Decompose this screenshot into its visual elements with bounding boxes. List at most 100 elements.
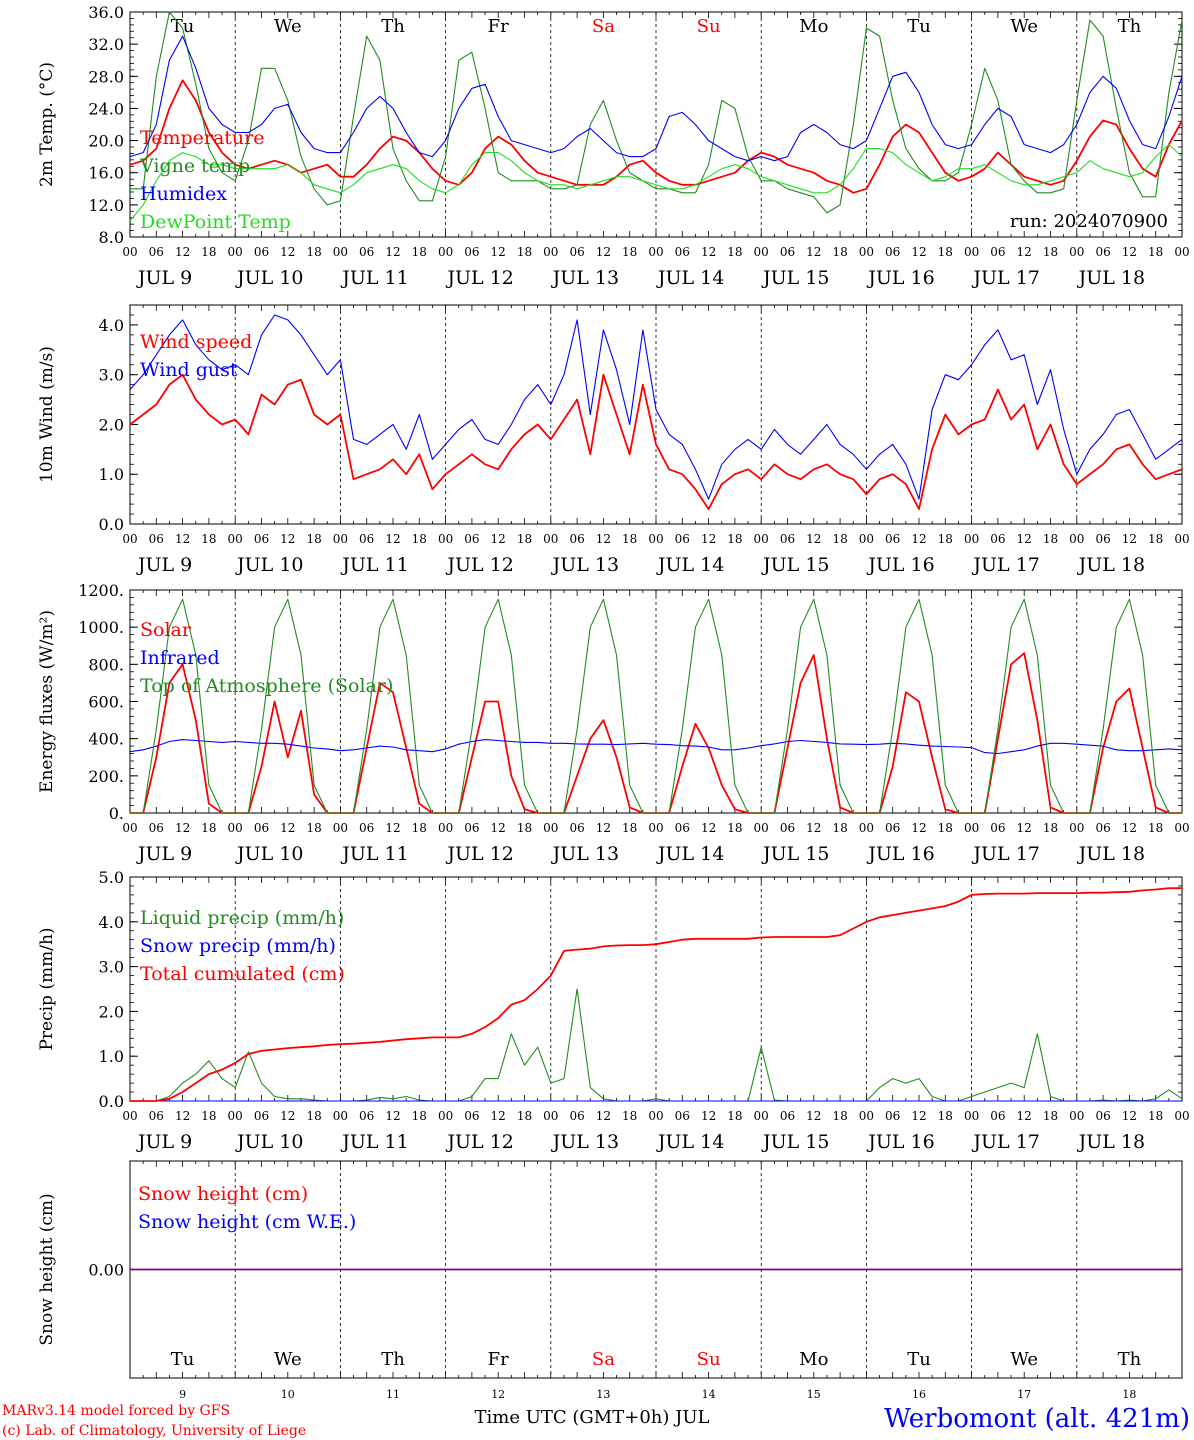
hour-tick-label: 12 [385, 821, 400, 835]
day-label: JUL 12 [445, 1131, 513, 1153]
y-tick-label: 16.0 [88, 164, 124, 183]
hour-tick-label: 06 [359, 1109, 374, 1123]
y-tick-label: 0. [109, 804, 124, 823]
hour-tick-label: 18 [938, 821, 953, 835]
hour-tick-label: 06 [359, 245, 374, 259]
legend-entry: DewPoint Temp [140, 211, 291, 233]
hour-tick-label: 18 [517, 245, 532, 259]
hour-tick-label: 06 [990, 821, 1005, 835]
hour-tick-label: 06 [254, 245, 269, 259]
hour-tick-label: 00 [648, 532, 663, 546]
hour-tick-label: 00 [543, 245, 558, 259]
day-label: JUL 18 [1077, 1131, 1145, 1153]
y-tick-label: 3.0 [99, 958, 124, 977]
hour-tick-label: 12 [1017, 245, 1032, 259]
y-tick-label: 0.0 [99, 1092, 124, 1111]
hour-tick-label: 06 [149, 532, 164, 546]
day-label: JUL 9 [136, 1131, 192, 1153]
day-label: JUL 10 [235, 843, 303, 865]
hour-tick-label: 12 [806, 245, 821, 259]
hour-tick-label: 00 [543, 821, 558, 835]
hour-tick-label: 18 [727, 821, 742, 835]
hour-tick-label: 00 [859, 1109, 874, 1123]
hour-tick-label: 00 [1069, 1109, 1084, 1123]
hour-tick-label: 12 [1122, 532, 1137, 546]
day-number-label: 10 [281, 1388, 295, 1401]
day-label: JUL 11 [340, 554, 408, 576]
hour-tick-label: 00 [438, 245, 453, 259]
hour-tick-label: 06 [464, 532, 479, 546]
series-line [129, 35, 1183, 162]
hour-tick-label: 00 [333, 245, 348, 259]
day-label: JUL 16 [866, 267, 934, 289]
hour-tick-label: 06 [254, 1109, 269, 1123]
legend-entry: Top of Atmosphere (Solar) [140, 675, 393, 697]
hour-tick-label: 06 [780, 245, 795, 259]
hour-tick-label: 12 [385, 1109, 400, 1123]
hour-tick-label: 12 [491, 532, 506, 546]
day-label: JUL 18 [1077, 554, 1145, 576]
hour-tick-label: 12 [175, 1109, 190, 1123]
hour-tick-label: 18 [1148, 245, 1163, 259]
day-label: JUL 17 [971, 1131, 1039, 1153]
hour-tick-label: 06 [780, 532, 795, 546]
day-label: JUL 17 [971, 843, 1039, 865]
day-label: JUL 13 [551, 1131, 619, 1153]
hour-tick-label: 18 [832, 245, 847, 259]
day-number-label: 9 [179, 1388, 186, 1401]
hour-tick-label: 18 [1043, 821, 1058, 835]
y-tick-label: 1.0 [99, 1047, 124, 1066]
hour-tick-label: 18 [832, 821, 847, 835]
y-tick-label: 5.0 [99, 868, 124, 887]
hour-tick-label: 00 [754, 532, 769, 546]
hour-tick-label: 12 [491, 1109, 506, 1123]
legend-entry: Snow height (cm) [138, 1183, 308, 1205]
hour-tick-label: 00 [228, 532, 243, 546]
weekday-label: Th [381, 16, 405, 37]
y-tick-label: 28.0 [88, 67, 124, 86]
legend-entry: Temperature [140, 127, 264, 149]
hour-tick-label: 18 [832, 532, 847, 546]
day-label: JUL 11 [340, 843, 408, 865]
hour-tick-label: 18 [412, 245, 427, 259]
hour-tick-label: 06 [149, 245, 164, 259]
y-tick-label: 1000. [78, 618, 124, 637]
hour-tick-label: 12 [175, 532, 190, 546]
hour-tick-label: 06 [1095, 821, 1110, 835]
hour-tick-label: 12 [1122, 1109, 1137, 1123]
day-number-label: 13 [596, 1388, 610, 1401]
y-tick-label: 1.0 [99, 465, 124, 484]
weekday-label: Sa [592, 1349, 615, 1370]
hour-tick-label: 06 [990, 1109, 1005, 1123]
legend-entry: Wind gust [140, 359, 238, 381]
legend-entry: Vigne temp [139, 155, 250, 177]
y-axis-label: Precip (mm/h) [37, 927, 57, 1050]
hour-tick-label: 00 [122, 245, 137, 259]
weekday-label: Su [697, 1349, 721, 1370]
hour-tick-label: 00 [333, 532, 348, 546]
hour-tick-label: 06 [675, 1109, 690, 1123]
hour-tick-label: 06 [569, 245, 584, 259]
hour-tick-label: 00 [859, 532, 874, 546]
hour-tick-label: 00 [964, 821, 979, 835]
copyright-credit: (c) Lab. of Climatology, University of L… [2, 1423, 306, 1439]
day-label: JUL 13 [551, 554, 619, 576]
weekday-label: We [1010, 16, 1038, 37]
hour-tick-label: 18 [1148, 532, 1163, 546]
hour-tick-label: 18 [727, 245, 742, 259]
hour-tick-label: 06 [780, 821, 795, 835]
hour-tick-label: 00 [754, 245, 769, 259]
day-number-label: 14 [702, 1388, 716, 1401]
day-number-label: 15 [807, 1388, 821, 1401]
hour-tick-label: 18 [306, 821, 321, 835]
hour-tick-label: 06 [464, 821, 479, 835]
hour-tick-label: 18 [727, 532, 742, 546]
day-number-label: 12 [491, 1388, 505, 1401]
day-label: JUL 15 [761, 843, 829, 865]
hour-tick-label: 06 [1095, 245, 1110, 259]
hour-tick-label: 12 [911, 821, 926, 835]
hour-tick-label: 06 [464, 245, 479, 259]
hour-tick-label: 00 [648, 1109, 663, 1123]
legend-entry: Solar [140, 619, 192, 641]
hour-tick-label: 18 [622, 821, 637, 835]
